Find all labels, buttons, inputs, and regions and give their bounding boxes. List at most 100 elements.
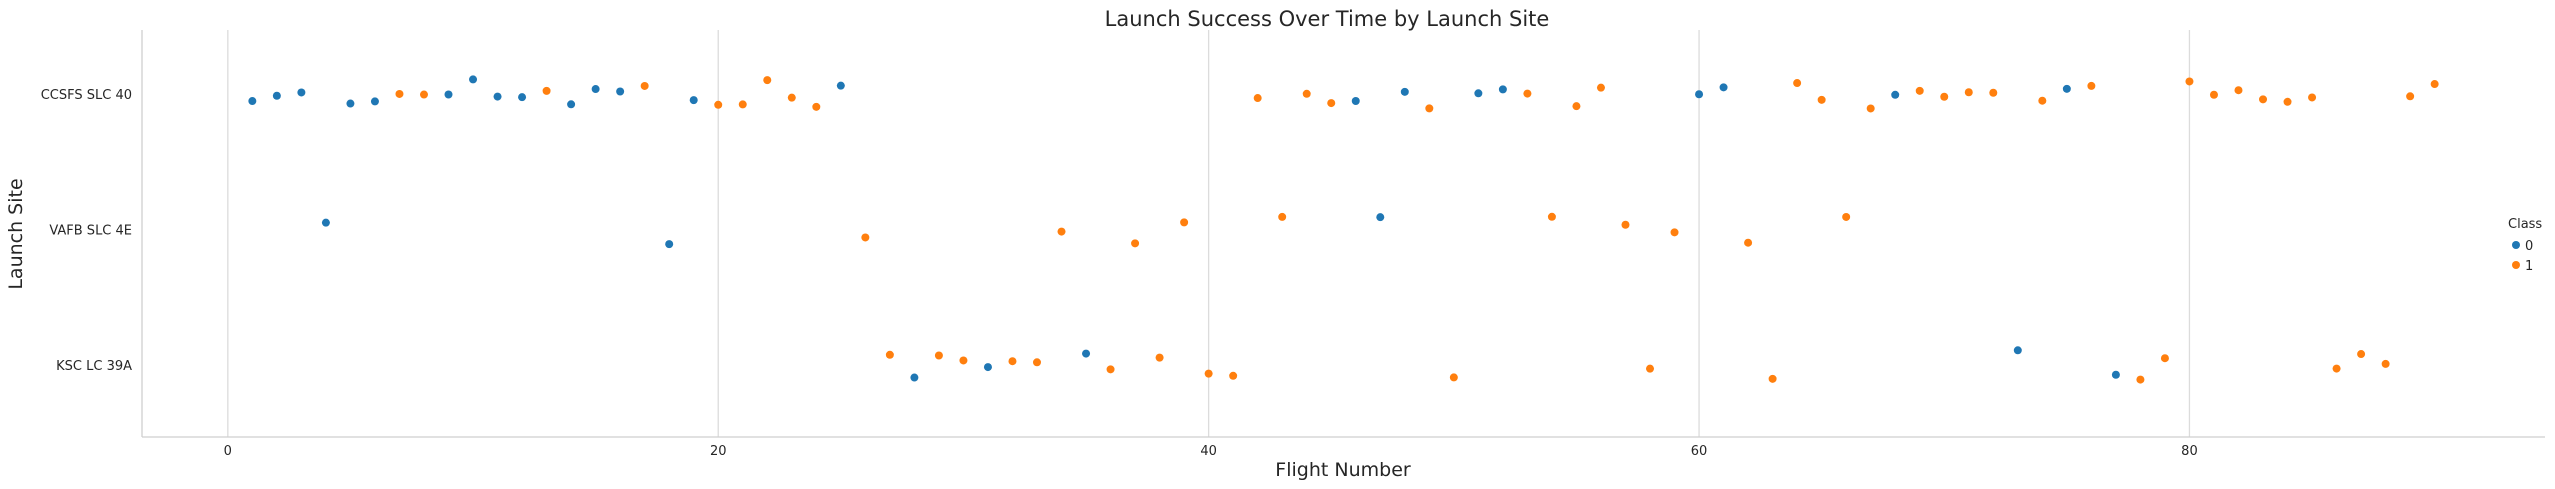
y-axis-label: Launch Site (5, 178, 27, 289)
data-point (2357, 350, 2366, 359)
data-point (518, 93, 527, 102)
data-point (1695, 90, 1704, 99)
data-point (1032, 358, 1041, 367)
data-point (2406, 92, 2415, 101)
x-axis-label: Flight Number (1275, 459, 1411, 481)
data-point (2308, 93, 2317, 102)
data-point (419, 90, 428, 99)
data-point (763, 76, 772, 85)
data-point (1106, 365, 1115, 374)
legend-marker-1 (2512, 261, 2520, 269)
data-point (665, 240, 674, 249)
data-point (1131, 239, 1140, 248)
data-point (1278, 212, 1287, 221)
data-point (2332, 364, 2341, 373)
y-tick-label: KSC LC 39A (56, 359, 132, 374)
data-point (1572, 102, 1581, 111)
data-point (2062, 84, 2071, 93)
data-point (1302, 89, 1311, 98)
data-point (738, 100, 747, 109)
data-point (2185, 77, 2194, 86)
data-point (1523, 89, 1532, 98)
data-point (1425, 104, 1434, 113)
data-point (1817, 95, 1826, 104)
data-point (493, 92, 502, 101)
data-point (1596, 83, 1605, 92)
x-tick-label: 40 (1200, 444, 1217, 459)
data-point (2160, 354, 2169, 363)
data-point (591, 85, 600, 94)
data-point (1866, 104, 1875, 113)
data-point (1180, 218, 1189, 227)
data-point (1842, 212, 1851, 221)
data-point (1229, 371, 1238, 380)
data-point (885, 350, 894, 359)
data-point (1253, 94, 1262, 103)
data-point (321, 218, 330, 227)
data-point (959, 356, 968, 365)
x-tick-label: 60 (1691, 444, 1708, 459)
data-point (1915, 86, 1924, 95)
data-point (910, 373, 919, 382)
data-point (1008, 357, 1017, 366)
data-point (2013, 346, 2022, 355)
legend-marker-0 (2512, 241, 2520, 249)
data-point (1744, 238, 1753, 247)
data-points (248, 75, 2439, 384)
data-point (1082, 349, 1091, 358)
y-tick-labels: CCSFS SLC 40 VAFB SLC 4E KSC LC 39A (41, 88, 132, 374)
data-point (2209, 90, 2218, 99)
legend-label-0: 0 (2525, 239, 2533, 254)
data-point (1547, 212, 1556, 221)
data-point (1891, 90, 1900, 99)
data-point (2381, 359, 2390, 368)
data-point (2111, 370, 2120, 379)
data-point (1964, 88, 1973, 97)
data-point (983, 363, 992, 372)
data-point (812, 102, 821, 111)
data-point (2087, 81, 2096, 90)
data-point (444, 90, 453, 99)
data-point (1793, 79, 1802, 88)
x-tick-label: 20 (710, 444, 727, 459)
data-point (836, 81, 845, 90)
data-point (934, 351, 943, 360)
chart-title: Launch Success Over Time by Launch Site (1105, 7, 1550, 31)
x-tick-label: 0 (224, 444, 232, 459)
x-tick-labels: 0 20 40 60 80 (224, 444, 2198, 459)
legend: Class 0 1 (2508, 217, 2542, 274)
x-tick-label: 80 (2181, 444, 2198, 459)
data-point (2430, 80, 2439, 89)
data-point (689, 96, 698, 105)
data-point (861, 233, 870, 242)
data-point (2234, 86, 2243, 95)
data-point (1670, 228, 1679, 237)
data-point (297, 88, 306, 97)
data-point (469, 75, 478, 84)
data-point (2259, 95, 2268, 104)
data-point (1940, 92, 1949, 101)
data-point (272, 91, 281, 100)
data-point (616, 87, 625, 96)
data-point (1989, 88, 1998, 97)
data-point (714, 100, 723, 109)
data-point (2283, 97, 2292, 106)
data-point (346, 99, 355, 108)
legend-label-1: 1 (2525, 259, 2533, 274)
data-point (542, 86, 551, 95)
data-point (1474, 89, 1483, 98)
data-point (1621, 220, 1630, 229)
data-point (1498, 85, 1507, 94)
y-tick-label: VAFB SLC 4E (49, 224, 132, 239)
data-point (1057, 227, 1066, 236)
data-point (787, 93, 796, 102)
data-point (1646, 364, 1655, 373)
data-point (2038, 96, 2047, 105)
data-point (1449, 373, 1458, 382)
data-point (1155, 353, 1164, 362)
data-point (248, 97, 257, 106)
data-point (370, 97, 379, 106)
data-point (567, 100, 576, 109)
data-point (640, 81, 649, 90)
